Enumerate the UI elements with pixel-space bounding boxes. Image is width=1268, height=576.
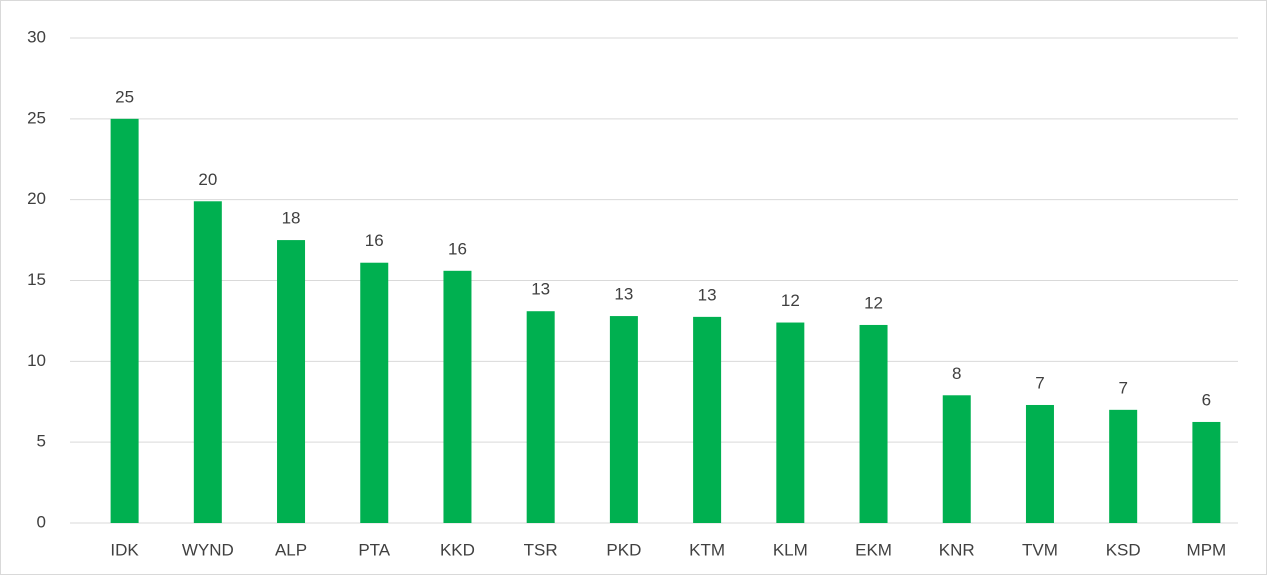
data-label: 13 (614, 285, 633, 304)
bar (277, 240, 306, 524)
data-label: 25 (115, 87, 134, 106)
bar (1109, 409, 1138, 523)
data-label: 8 (952, 364, 961, 383)
x-tick-label: WYND (182, 540, 234, 559)
y-tick-label: 25 (27, 108, 46, 127)
bar (776, 322, 805, 523)
bar (110, 118, 139, 523)
x-tick-label: MPM (1187, 540, 1227, 559)
y-tick-label: 20 (27, 189, 46, 208)
data-label: 12 (781, 291, 800, 310)
data-label: 18 (282, 209, 301, 228)
data-label: 12 (864, 293, 883, 312)
bar (693, 316, 722, 523)
bar (526, 311, 555, 523)
data-label: 20 (198, 170, 217, 189)
data-label: 13 (698, 285, 717, 304)
bar (859, 324, 888, 523)
bar (360, 262, 389, 523)
x-tick-label: TSR (524, 540, 558, 559)
x-tick-label: KKD (440, 540, 475, 559)
x-tick-label: KLM (773, 540, 808, 559)
y-tick-label: 5 (37, 432, 46, 451)
data-label: 16 (365, 231, 384, 250)
bar (942, 395, 971, 523)
y-tick-label: 0 (37, 512, 46, 531)
bar (1025, 404, 1054, 523)
x-tick-label: PKD (606, 540, 641, 559)
data-label: 6 (1202, 390, 1211, 409)
data-label: 7 (1118, 378, 1127, 397)
data-label: 7 (1035, 373, 1044, 392)
bar (193, 201, 222, 524)
x-tick-label: PTA (358, 540, 390, 559)
x-tick-label: IDK (110, 540, 139, 559)
y-tick-label: 15 (27, 270, 46, 289)
y-tick-label: 10 (27, 351, 46, 370)
x-tick-label: KSD (1106, 540, 1141, 559)
x-tick-label: EKM (855, 540, 892, 559)
x-tick-label: KNR (939, 540, 975, 559)
bar (1192, 421, 1221, 523)
x-tick-label: TVM (1022, 540, 1058, 559)
y-tick-label: 30 (27, 27, 46, 46)
bar (609, 316, 638, 523)
bar (443, 270, 472, 523)
data-label: 13 (531, 280, 550, 299)
x-tick-label: KTM (689, 540, 725, 559)
data-label: 16 (448, 239, 467, 258)
x-tick-label: ALP (275, 540, 307, 559)
